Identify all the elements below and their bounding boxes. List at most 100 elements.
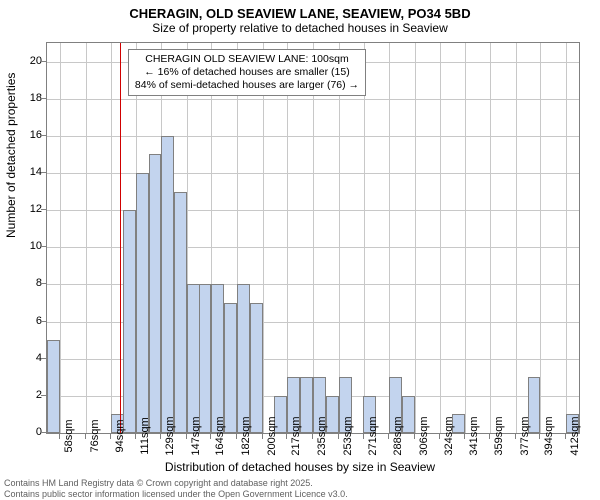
annotation-line: ← 16% of detached houses are smaller (15… — [135, 66, 359, 79]
y-tick-label: 18 — [12, 92, 42, 104]
annotation-line: CHERAGIN OLD SEAVIEW LANE: 100sqm — [135, 53, 359, 66]
x-tick-mark — [210, 434, 211, 439]
x-tick-label: 324sqm — [443, 416, 455, 455]
y-tick-label: 6 — [12, 315, 42, 327]
x-tick-label: 377sqm — [519, 416, 531, 455]
y-tick-mark — [41, 432, 46, 433]
x-tick-mark — [464, 434, 465, 439]
x-tick-label: 412sqm — [569, 416, 581, 455]
gridline-v — [364, 43, 365, 433]
x-tick-mark — [439, 434, 440, 439]
y-tick-mark — [41, 135, 46, 136]
x-tick-mark — [539, 434, 540, 439]
gridline-v — [490, 43, 491, 433]
x-tick-mark — [186, 434, 187, 439]
footnote-line: Contains HM Land Registry data © Crown c… — [4, 478, 348, 488]
gridline-v — [465, 43, 466, 433]
y-tick-label: 20 — [12, 55, 42, 67]
x-tick-mark — [135, 434, 136, 439]
gridline-v — [263, 43, 264, 433]
y-tick-mark — [41, 395, 46, 396]
x-tick-mark — [312, 434, 313, 439]
plot-area: CHERAGIN OLD SEAVIEW LANE: 100sqm← 16% o… — [46, 42, 580, 434]
x-tick-mark — [236, 434, 237, 439]
gridline-v — [415, 43, 416, 433]
x-tick-label: 111sqm — [139, 417, 151, 455]
x-tick-label: 341sqm — [468, 416, 480, 455]
x-tick-mark — [565, 434, 566, 439]
x-tick-label: 147sqm — [190, 416, 202, 455]
x-tick-mark — [160, 434, 161, 439]
histogram-bar — [136, 173, 149, 433]
x-tick-label: 76sqm — [89, 419, 101, 452]
y-tick-mark — [41, 358, 46, 359]
x-tick-label: 288sqm — [392, 416, 404, 455]
x-tick-label: 253sqm — [342, 416, 354, 455]
x-tick-mark — [388, 434, 389, 439]
gridline-v — [516, 43, 517, 433]
histogram-bar — [161, 136, 174, 433]
x-tick-mark — [85, 434, 86, 439]
chart-subtitle: Size of property relative to detached ho… — [0, 21, 600, 35]
histogram-bar — [211, 284, 224, 433]
marker-line — [120, 43, 122, 433]
x-tick-label: 271sqm — [367, 416, 379, 455]
gridline-v — [60, 43, 61, 433]
histogram-bar — [224, 303, 237, 433]
y-tick-mark — [41, 209, 46, 210]
histogram-bar — [47, 340, 60, 433]
annotation-box: CHERAGIN OLD SEAVIEW LANE: 100sqm← 16% o… — [128, 49, 366, 96]
y-tick-label: 10 — [12, 240, 42, 252]
x-tick-mark — [363, 434, 364, 439]
x-tick-mark — [286, 434, 287, 439]
x-tick-mark — [110, 434, 111, 439]
gridline-v — [287, 43, 288, 433]
histogram-bar — [149, 154, 162, 433]
histogram-bar — [123, 210, 136, 433]
histogram-bar — [300, 377, 313, 433]
y-tick-label: 14 — [12, 166, 42, 178]
y-tick-mark — [41, 283, 46, 284]
y-tick-label: 16 — [12, 129, 42, 141]
histogram-bar — [199, 284, 212, 433]
x-tick-mark — [414, 434, 415, 439]
x-tick-label: 129sqm — [164, 416, 176, 455]
histogram-bar — [237, 284, 250, 433]
x-tick-label: 394sqm — [543, 416, 555, 455]
gridline-v — [566, 43, 567, 433]
footnote: Contains HM Land Registry data © Crown c… — [4, 478, 348, 499]
gridline-v — [86, 43, 87, 433]
x-tick-label: 182sqm — [240, 416, 252, 455]
y-tick-mark — [41, 172, 46, 173]
x-tick-label: 164sqm — [214, 416, 226, 455]
y-tick-label: 2 — [12, 389, 42, 401]
x-tick-label: 200sqm — [266, 416, 278, 455]
x-tick-label: 217sqm — [290, 416, 302, 455]
chart-title-block: CHERAGIN, OLD SEAVIEW LANE, SEAVIEW, PO3… — [0, 0, 600, 35]
gridline-v — [389, 43, 390, 433]
histogram-bar — [250, 303, 263, 433]
y-tick-mark — [41, 98, 46, 99]
y-tick-label: 0 — [12, 426, 42, 438]
x-tick-label: 359sqm — [493, 416, 505, 455]
y-tick-mark — [41, 246, 46, 247]
x-tick-mark — [262, 434, 263, 439]
gridline-v — [313, 43, 314, 433]
x-tick-label: 58sqm — [63, 419, 75, 452]
gridline-v — [339, 43, 340, 433]
chart-title: CHERAGIN, OLD SEAVIEW LANE, SEAVIEW, PO3… — [0, 6, 600, 21]
y-tick-label: 4 — [12, 352, 42, 364]
annotation-line: 84% of semi-detached houses are larger (… — [135, 79, 359, 92]
x-tick-mark — [515, 434, 516, 439]
y-tick-label: 12 — [12, 203, 42, 215]
y-tick-label: 8 — [12, 277, 42, 289]
x-tick-label: 94sqm — [114, 419, 126, 452]
x-tick-mark — [59, 434, 60, 439]
gridline-v — [440, 43, 441, 433]
histogram-bar — [174, 192, 187, 433]
y-tick-mark — [41, 61, 46, 62]
x-tick-mark — [338, 434, 339, 439]
gridline-v — [111, 43, 112, 433]
x-tick-label: 235sqm — [316, 416, 328, 455]
gridline-v — [540, 43, 541, 433]
